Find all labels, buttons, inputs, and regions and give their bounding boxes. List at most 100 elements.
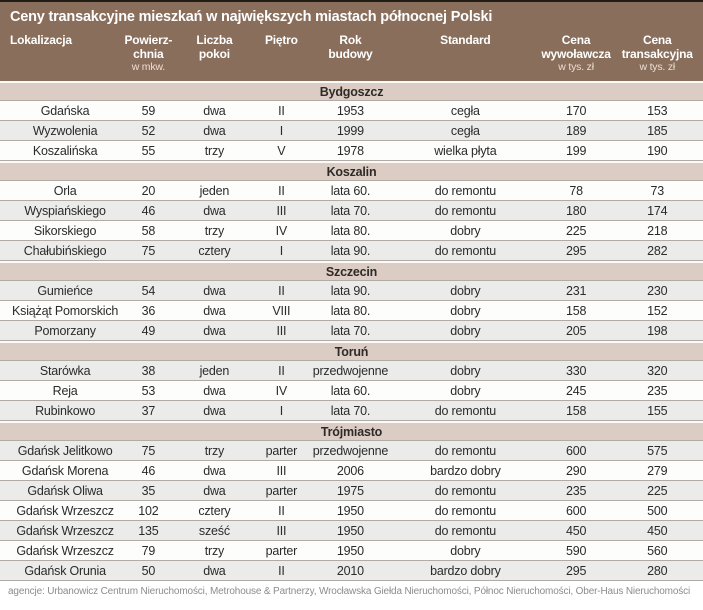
cell-asking-price: 231 [565, 283, 587, 298]
cell-transaction-price: 198 [647, 323, 668, 338]
cell-floor: II [278, 503, 285, 518]
cell-asking-price: 235 [565, 483, 587, 498]
section-header-tr-jmiasto: Trójmiasto [0, 421, 703, 441]
cell-standard: wielka płyta [434, 143, 497, 158]
cell-standard: bardzo dobry [430, 563, 501, 578]
cell-floor: II [278, 563, 285, 578]
column-header-location: Lokalizacja [10, 33, 72, 47]
source-note: agencje: Urbanowicz Centrum Nieruchomośc… [8, 586, 691, 597]
cell-area: 37 [141, 403, 156, 418]
cell-transaction-price: 73 [650, 183, 665, 198]
cell-standard: dobry [450, 303, 481, 318]
cell-year-built: lata 90. [330, 283, 371, 298]
cell-rooms: cztery [198, 243, 231, 258]
cell-rooms: jeden [199, 363, 230, 378]
cell-transaction-price: 153 [647, 103, 668, 118]
cell-location: Książąt Pomorskich [12, 303, 119, 318]
table-row: Pomorzany 49 dwa III lata 70. dobry 205 198 [0, 321, 703, 341]
table-body: Bydgoszcz Gdańska 59 dwa II 1953 cegła 170 153 Wy… [0, 81, 703, 581]
cell-rooms: jeden [199, 183, 230, 198]
cell-location: Gdańsk Orunia [24, 563, 106, 578]
cell-area: 36 [141, 303, 156, 318]
cell-year-built: lata 70. [330, 323, 371, 338]
cell-year-built: 1950 [336, 503, 364, 518]
cell-rooms: dwa [203, 563, 226, 578]
column-header-unit: w tys. zł [558, 61, 594, 73]
cell-standard: dobry [450, 543, 481, 558]
cell-transaction-price: 279 [647, 463, 668, 478]
cell-asking-price: 170 [565, 103, 587, 118]
cell-location: Gdańsk Oliwa [27, 483, 103, 498]
cell-year-built: lata 70. [330, 203, 371, 218]
cell-asking-price: 78 [569, 183, 583, 198]
cell-area: 35 [141, 483, 156, 498]
cell-location: Gdańsk Morena [21, 463, 109, 478]
table-row: Gdańsk Orunia 50 dwa II 2010 bardzo dobry 295 2… [0, 561, 703, 581]
cell-floor: parter [265, 443, 298, 458]
column-header-asking-price: Cena wywoławcza w tys. zł [541, 33, 611, 73]
cell-transaction-price: 282 [647, 243, 668, 258]
table-row: Gdańsk Wrzeszcz 79 trzy parter 1950 dobry 590 5… [0, 541, 703, 561]
cell-rooms: dwa [203, 203, 226, 218]
table-row: Orla 20 jeden II lata 60. do remontu 78 73 [0, 181, 703, 201]
cell-transaction-price: 155 [647, 403, 668, 418]
cell-asking-price: 600 [565, 503, 587, 518]
cell-location: Wyzwolenia [32, 123, 98, 138]
cell-year-built: 1999 [336, 123, 364, 138]
cell-asking-price: 295 [565, 243, 587, 258]
cell-rooms: cztery [198, 503, 231, 518]
cell-area: 59 [141, 103, 156, 118]
cell-area: 52 [141, 123, 156, 138]
cell-asking-price: 180 [565, 203, 587, 218]
cell-rooms: dwa [203, 303, 226, 318]
cell-floor: II [278, 283, 285, 298]
cell-floor: parter [265, 483, 298, 498]
cell-floor: V [277, 143, 286, 158]
cell-area: 135 [138, 523, 159, 538]
cell-area: 49 [141, 323, 156, 338]
section-header-koszalin: Koszalin [0, 161, 703, 181]
cell-asking-price: 199 [565, 143, 587, 158]
cell-floor: I [279, 403, 283, 418]
cell-year-built: 1978 [336, 143, 364, 158]
cell-standard: dobry [450, 223, 481, 238]
cell-transaction-price: 450 [647, 523, 668, 538]
cell-floor: I [279, 123, 283, 138]
cell-area: 75 [141, 243, 156, 258]
cell-standard: do remontu [434, 403, 496, 418]
cell-transaction-price: 235 [647, 383, 668, 398]
cell-location: Gumieńce [37, 283, 93, 298]
cell-rooms: dwa [203, 463, 226, 478]
table-row: Gdańsk Wrzeszcz 102 cztery II 1950 do remontu… [0, 501, 703, 521]
cell-location: Gdańsk Wrzeszcz [16, 503, 114, 518]
cell-area: 58 [141, 223, 156, 238]
cell-year-built: przedwojenne [312, 363, 389, 378]
cell-asking-price: 590 [565, 543, 587, 558]
cell-year-built: lata 70. [330, 403, 371, 418]
cell-asking-price: 225 [565, 223, 587, 238]
cell-area: 55 [141, 143, 156, 158]
cell-location: Koszalińska [32, 143, 98, 158]
section-header-szczecin: Szczecin [0, 261, 703, 281]
table-row: Koszalińska 55 trzy V 1978 wielka płyta 199 190 [0, 141, 703, 161]
cell-transaction-price: 185 [647, 123, 668, 138]
cell-standard: dobry [450, 363, 481, 378]
cell-transaction-price: 218 [647, 223, 668, 238]
cell-floor: III [276, 463, 287, 478]
cell-floor: I [279, 243, 283, 258]
cell-location: Reja [52, 383, 78, 398]
cell-location: Gdańsk Wrzeszcz [16, 523, 114, 538]
column-header-area: Powierz-chnia w mkw. [120, 33, 176, 74]
cell-rooms: dwa [203, 403, 226, 418]
table-row: Książąt Pomorskich 36 dwa VIII lata 80. dobry… [0, 301, 703, 321]
cell-location: Sikorskiego [33, 223, 97, 238]
cell-floor: II [278, 183, 285, 198]
cell-standard: do remontu [434, 483, 496, 498]
cell-standard: do remontu [434, 183, 496, 198]
cell-asking-price: 295 [565, 563, 587, 578]
column-header-standard: Standard [440, 33, 491, 47]
column-header-transaction-price: Cena transakcyjna w tys. zł [612, 33, 703, 74]
cell-area: 79 [141, 543, 156, 558]
cell-area: 75 [141, 443, 156, 458]
